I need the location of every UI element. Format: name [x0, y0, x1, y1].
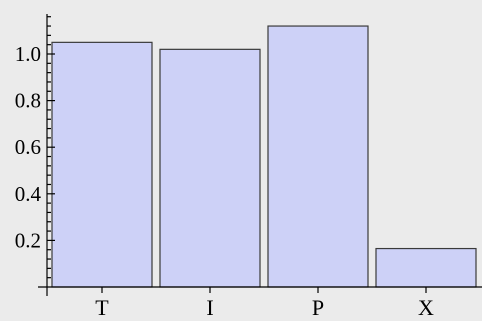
y-tick-label: 0.8	[15, 89, 41, 113]
y-tick-label: 0.2	[15, 228, 41, 252]
bar-I	[159, 48, 261, 288]
x-tick-label: T	[95, 295, 109, 320]
bar-P	[267, 25, 369, 288]
bars-group	[51, 25, 477, 288]
x-tick-label: P	[312, 295, 324, 320]
y-tick-label: 1.0	[15, 42, 41, 66]
y-tick-label: 0.6	[15, 135, 41, 159]
bar-T	[51, 41, 153, 288]
x-tick-label: X	[418, 295, 434, 320]
bar-X	[375, 247, 477, 288]
y-axis: 0.2 0.4 0.6 0.8 1.0	[15, 14, 55, 296]
y-tick-label: 0.4	[15, 182, 42, 206]
x-tick-label: I	[206, 295, 213, 320]
